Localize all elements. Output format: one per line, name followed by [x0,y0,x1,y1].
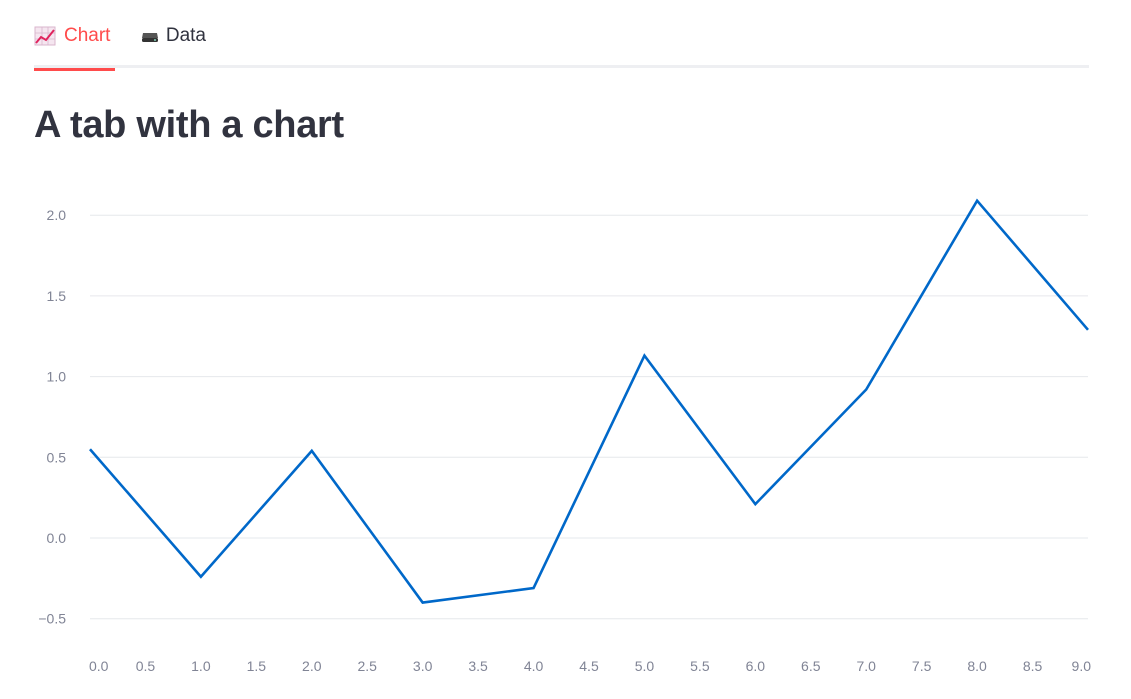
tab-data-label: Data [165,25,206,46]
drive-icon [140,22,158,50]
data-point[interactable] [863,387,869,393]
x-tick-label: 0.5 [136,658,156,674]
x-tick-label: 4.0 [524,658,544,674]
data-point[interactable] [531,585,537,591]
y-tick-label: 1.0 [47,369,67,385]
x-tick-label: 7.5 [912,658,932,674]
y-tick-label: 0.0 [47,530,67,546]
x-tick-label: 3.5 [468,658,488,674]
data-point[interactable] [641,353,647,359]
y-tick-label: −0.5 [38,611,66,627]
x-tick-label: 0.0 [89,658,109,674]
x-tick-label: 9.0 [1072,658,1092,674]
data-point[interactable] [1085,327,1091,333]
x-tick-label: 1.5 [247,658,267,674]
x-tick-label: 6.5 [801,658,821,674]
x-tick-label: 2.5 [357,658,377,674]
line-chart: −0.5 0.0 0.5 1.0 1.5 2.0 0.0 0.5 1.0 1.5 2.0 2.5 3.0… [0,180,1131,694]
data-point[interactable] [309,448,315,454]
page-title: A tab with a chart [34,104,344,146]
x-tick-label: 2.0 [302,658,322,674]
y-tick-label: 0.5 [47,449,67,465]
chart-canvas: −0.5 0.0 0.5 1.0 1.5 2.0 0.0 0.5 1.0 1.5 2.0 2.5 3.0… [38,198,1092,674]
data-point[interactable] [198,574,204,580]
x-tick-label: 8.5 [1023,658,1043,674]
x-tick-label: 6.0 [746,658,766,674]
series-line[interactable] [89,198,1089,604]
tab-bar: Chart Data [34,0,1089,71]
x-tick-label: 5.5 [690,658,710,674]
tab-chart[interactable]: Chart [34,22,115,71]
y-tick-label: 1.5 [47,288,67,304]
data-point[interactable] [87,446,93,452]
x-tick-label: 3.0 [413,658,433,674]
y-tick-label: 2.0 [47,207,67,223]
x-tick-label: 7.0 [856,658,876,674]
data-point[interactable] [752,501,758,507]
x-tick-label: 4.5 [579,658,599,674]
data-point[interactable] [420,600,426,606]
chart-increasing-icon [34,22,56,50]
x-tick-label: 8.0 [967,658,987,674]
data-point[interactable] [974,198,980,204]
tab-data[interactable]: Data [140,22,206,68]
x-tick-label: 1.0 [191,658,211,674]
x-tick-label: 5.0 [635,658,655,674]
tab-chart-label: Chart [64,25,111,46]
